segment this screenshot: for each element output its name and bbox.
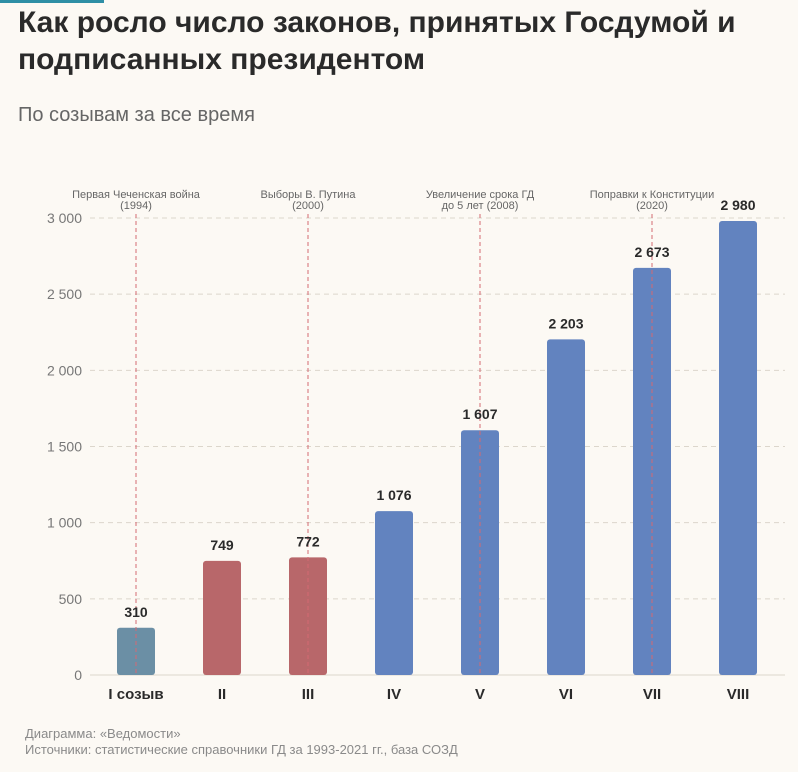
x-tick-label: I созыв: [108, 686, 163, 703]
x-tick-label: V: [475, 686, 485, 703]
annotation-label: Увеличение срока ГД: [426, 189, 535, 201]
x-tick-label: III: [302, 686, 315, 703]
data-label: 1 607: [462, 406, 497, 422]
chart-title: Как росло число законов, принятых Госдум…: [18, 6, 736, 76]
annotation-label: Поправки к Конституции: [590, 189, 714, 201]
data-label: 749: [210, 537, 234, 553]
x-tick-label: IV: [387, 686, 401, 703]
chart-source: Источники: статистические справочники ГД…: [25, 742, 458, 757]
annotation-label: Выборы В. Путина: [261, 189, 357, 201]
y-tick-label: 1 500: [47, 439, 82, 455]
data-label: 772: [296, 533, 320, 549]
bar-chart: 0 500 1 000 1 500 2 000 2 500 3 000 Первая Чече…: [47, 189, 785, 703]
x-tick-label: VI: [559, 686, 573, 703]
annotation-label: (2000): [292, 200, 324, 212]
y-tick-label: 3 000: [47, 210, 82, 226]
chart-credit: Диаграмма: «Ведомости»: [25, 726, 181, 741]
x-tick-label: II: [218, 686, 226, 703]
data-label: 2 203: [548, 315, 583, 331]
y-tick-label: 2 000: [47, 362, 82, 378]
y-tick-label: 2 500: [47, 286, 82, 302]
bar: [633, 267, 671, 675]
bar: [719, 221, 757, 675]
annotation-label: до 5 лет (2008): [442, 200, 519, 212]
x-tick-label: VIII: [727, 686, 750, 703]
top-accent-bar: [0, 0, 104, 3]
y-tick-label: 500: [59, 591, 83, 607]
annotation-label: Первая Чеченская война: [72, 189, 201, 201]
chart-footer: Диаграмма: «Ведомости» Источники: статис…: [25, 726, 458, 758]
x-tick-label: VII: [643, 686, 661, 703]
bar: [203, 560, 241, 675]
y-tick-label: 1 000: [47, 515, 82, 531]
bar: [375, 511, 413, 675]
data-label: 2 673: [634, 244, 669, 260]
data-label: 2 980: [720, 197, 755, 213]
annotation-label: (1994): [120, 200, 152, 212]
bar: [547, 339, 585, 675]
annotation-label: (2020): [636, 200, 668, 212]
data-label: 310: [124, 604, 148, 620]
y-tick-label: 0: [74, 667, 82, 683]
data-label: 1 076: [376, 487, 411, 503]
chart-subtitle: По созывам за все время: [18, 104, 255, 126]
